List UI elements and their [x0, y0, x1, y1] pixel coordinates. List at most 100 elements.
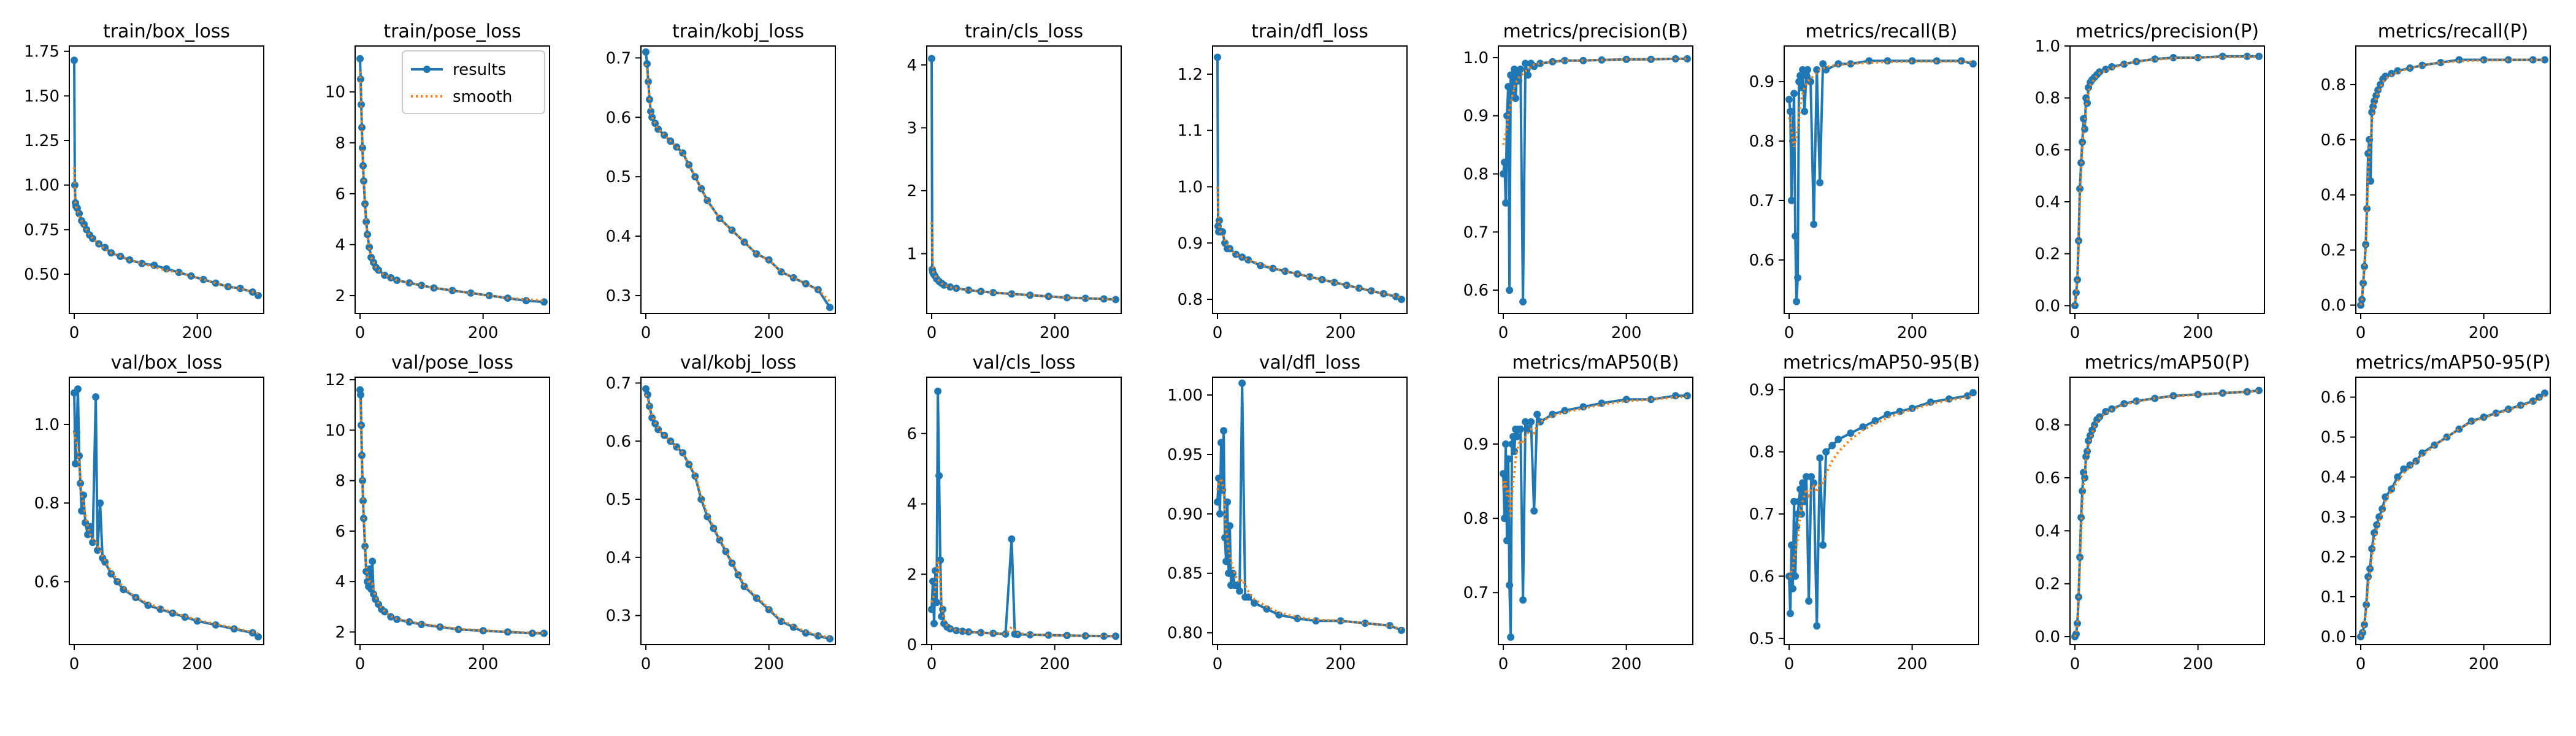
results-point	[1527, 418, 1535, 426]
legend-box	[402, 50, 545, 114]
y-tick-label: 0.7	[1463, 223, 1489, 242]
y-tick-label: 6	[335, 523, 345, 541]
results-point	[2541, 389, 2548, 397]
results-point	[1871, 417, 1879, 424]
results-point	[405, 279, 413, 287]
plot-area	[928, 55, 1119, 304]
results-point	[120, 586, 128, 594]
y-tick-label: 10	[325, 83, 345, 102]
results-point	[1822, 448, 1830, 456]
y-tick-label: 0.1	[2321, 588, 2346, 607]
y-tick-label: 0.0	[2321, 628, 2346, 646]
results-point	[1502, 199, 1509, 207]
y-tick-label: 0.8	[1463, 166, 1489, 184]
y-tick-label: 0.8	[2035, 90, 2060, 108]
results-point	[1795, 78, 1803, 86]
results-point	[359, 144, 366, 152]
results-point	[2080, 115, 2088, 123]
results-point	[138, 259, 146, 267]
x-tick-label: 0	[2070, 324, 2080, 342]
chart-title: train/box_loss	[103, 21, 230, 42]
results-point	[1063, 294, 1071, 302]
results-point	[418, 621, 426, 629]
series-smooth-line	[2074, 389, 2260, 637]
x-tick-label: 0	[69, 655, 80, 673]
y-tick-label: 2	[907, 565, 917, 584]
results-point	[1517, 425, 1525, 433]
chart-title: train/kobj_loss	[672, 21, 804, 42]
results-point	[1684, 55, 1691, 63]
results-point	[1788, 196, 1795, 204]
results-point	[977, 629, 985, 637]
series-smooth-line	[73, 167, 259, 295]
x-tick-label: 200	[182, 655, 213, 673]
results-point	[1081, 294, 1089, 302]
results-point	[1801, 497, 1809, 505]
y-tick-label: 0.5	[606, 168, 631, 186]
results-point	[2406, 461, 2414, 469]
results-point	[2359, 279, 2367, 287]
results-point	[1810, 479, 1818, 487]
plot-area	[1785, 57, 1977, 305]
y-tick-label: 1.75	[24, 43, 59, 61]
y-tick-label: 0.9	[1749, 73, 1774, 91]
results-point	[1859, 423, 1867, 431]
chart-title: metrics/mAP50-95(B)	[1783, 352, 1980, 374]
y-tick-label: 0.6	[2321, 131, 2346, 150]
y-tick-label: 0.50	[24, 266, 59, 284]
results-point	[1787, 610, 1794, 618]
plot-area	[1214, 379, 1405, 634]
results-point	[965, 286, 973, 294]
results-point	[2529, 56, 2537, 64]
results-point	[418, 282, 426, 289]
y-tick-label: 0.7	[1463, 584, 1489, 602]
results-point	[358, 101, 365, 109]
results-point	[1561, 56, 1569, 64]
results-point	[1501, 515, 1508, 523]
results-point	[1530, 63, 1538, 71]
series-results-line	[73, 60, 259, 297]
series-smooth-line	[359, 399, 545, 635]
x-tick-label: 200	[754, 655, 784, 673]
y-tick-label: 1.0	[1463, 49, 1489, 67]
chart-title: metrics/precision(B)	[1503, 21, 1689, 42]
x-tick-label: 200	[468, 655, 499, 673]
y-tick-label: 1.50	[24, 87, 59, 105]
results-point	[2361, 263, 2368, 270]
results-point	[1792, 232, 1800, 240]
results-point	[1026, 631, 1034, 638]
chart-title: metrics/mAP50-95(P)	[2355, 352, 2551, 374]
results-point	[1798, 83, 1806, 91]
y-tick-label: 0.4	[2035, 193, 2060, 212]
axes-frame	[2355, 45, 2551, 314]
plot-area	[2357, 56, 2548, 309]
results-point	[1355, 284, 1363, 292]
results-point	[2541, 56, 2548, 64]
results-point	[1793, 297, 1801, 305]
x-tick-label: 0	[355, 324, 366, 342]
results-point	[1221, 534, 1229, 542]
results-point	[1579, 403, 1587, 411]
y-tick-label: 0.4	[606, 228, 631, 246]
results-point	[359, 497, 367, 505]
chart-metrics-recall-b: metrics/recall(B) 0 200 0.6 0.7 0.8 0.9	[1749, 21, 1979, 342]
x-tick-label: 200	[754, 324, 784, 342]
chart-title: metrics/mAP50(P)	[2085, 352, 2250, 374]
results-point	[1505, 83, 1512, 91]
results-point	[1217, 439, 1225, 447]
series-results-line	[2074, 389, 2260, 637]
results-point	[646, 402, 653, 410]
plot-area	[2071, 52, 2263, 310]
results-point	[1361, 619, 1369, 627]
axes-frame	[640, 45, 836, 314]
y-tick-label: 0.5	[2321, 429, 2346, 447]
series-smooth-line	[73, 432, 259, 635]
results-point	[989, 289, 997, 297]
series-smooth-line	[1216, 186, 1402, 300]
results-point	[1517, 65, 1525, 73]
results-point	[928, 605, 935, 613]
legend-label-results: results	[453, 61, 506, 79]
axes-frame	[1498, 45, 1693, 314]
y-tick-label: 0.0	[2321, 297, 2346, 315]
